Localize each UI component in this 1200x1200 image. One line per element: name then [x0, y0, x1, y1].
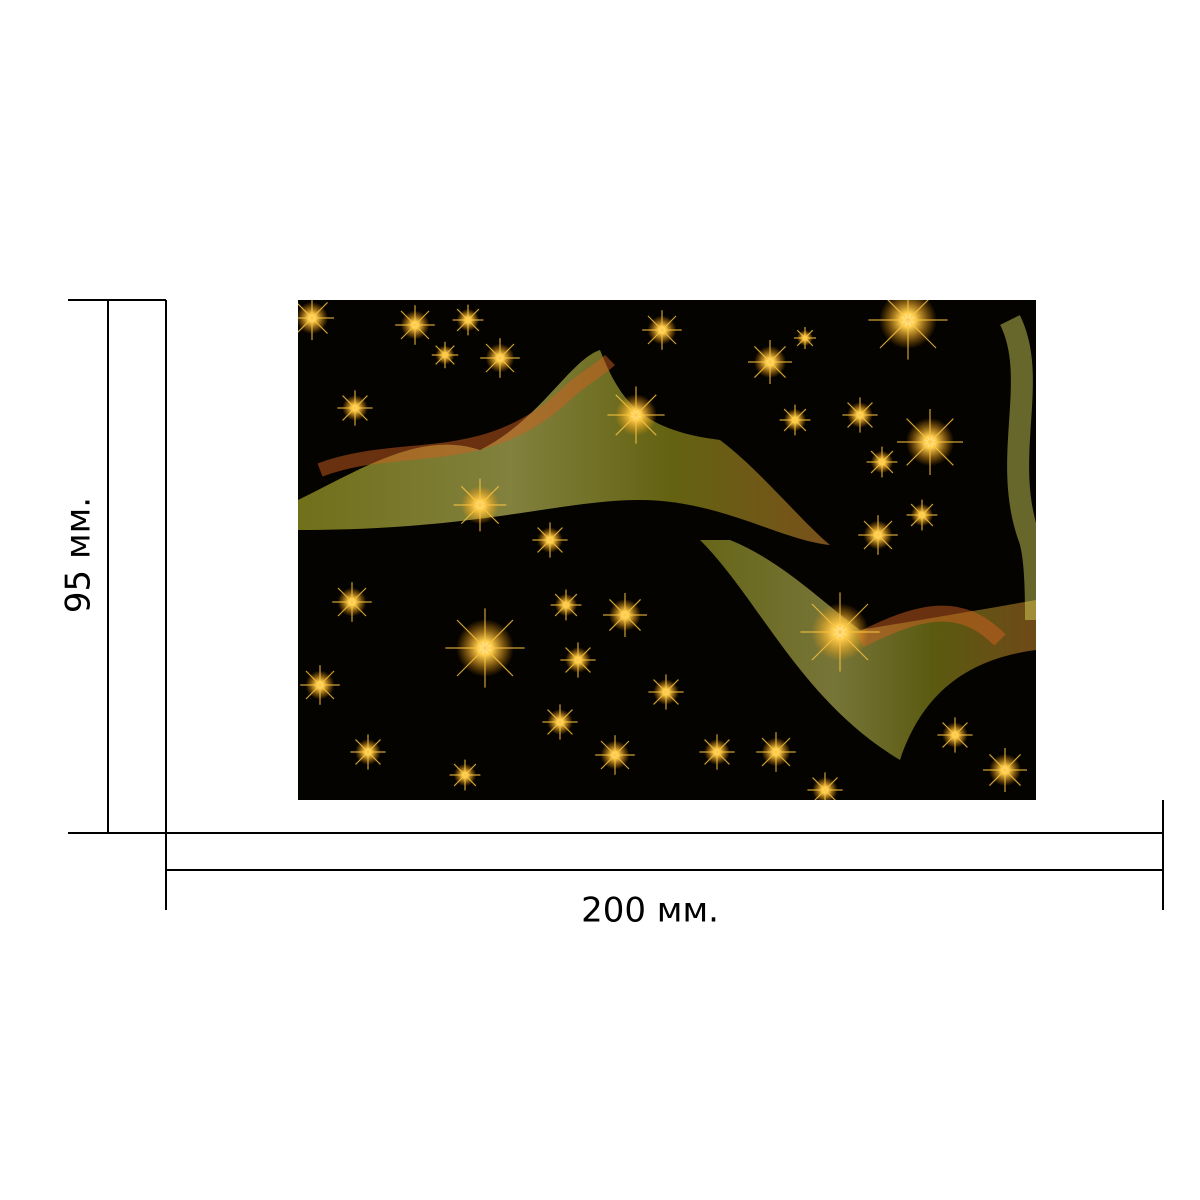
star-ray: [554, 593, 578, 617]
width-label: 200 мм.: [581, 891, 719, 931]
star: [395, 305, 435, 345]
star-ray: [305, 670, 335, 700]
star: [532, 522, 568, 558]
star: [779, 404, 811, 436]
star-ray: [647, 315, 677, 345]
star-ray: [906, 418, 954, 466]
star: [858, 515, 898, 555]
star: [603, 593, 647, 637]
star: [842, 397, 878, 433]
star: [300, 665, 340, 705]
star-ray: [942, 722, 968, 748]
star: [794, 327, 816, 349]
star: [542, 704, 578, 740]
star: [897, 409, 963, 475]
star-ray: [863, 520, 893, 550]
star: [449, 759, 481, 791]
image-background: [298, 300, 1036, 800]
star-ray: [456, 619, 514, 677]
star-ray: [460, 485, 500, 525]
star-ray: [298, 302, 328, 333]
star: [480, 338, 520, 378]
star: [937, 717, 973, 753]
star: [298, 300, 334, 340]
star-ray: [355, 739, 381, 765]
star-ray: [761, 737, 791, 767]
star: [983, 748, 1027, 792]
star: [550, 589, 582, 621]
star-ray: [811, 603, 869, 661]
light-wave: [856, 605, 1006, 648]
star: [332, 582, 372, 622]
star-ray: [653, 679, 679, 705]
star: [906, 499, 938, 531]
star-ray: [485, 343, 515, 373]
star-ray: [547, 709, 573, 735]
star-ray: [565, 647, 591, 673]
star-ray: [609, 599, 641, 631]
star: [607, 386, 665, 444]
star-ray: [783, 408, 807, 432]
height-label: 95 мм.: [59, 497, 99, 613]
star: [807, 772, 843, 800]
light-wave: [999, 315, 1036, 621]
star: [431, 341, 459, 369]
star: [595, 735, 635, 775]
star: [453, 478, 507, 532]
star-ray: [870, 450, 894, 474]
star: [756, 732, 796, 772]
height-dimension: 95 мм.: [59, 299, 167, 834]
star-ray: [435, 345, 455, 365]
star: [866, 446, 898, 478]
star-ray: [814, 777, 838, 800]
product-image: [298, 300, 1036, 800]
star: [800, 592, 880, 672]
star-ray: [337, 587, 367, 617]
star-ray: [704, 739, 730, 765]
star-ray: [847, 402, 873, 428]
star: [699, 734, 735, 770]
star-ray: [342, 395, 368, 421]
star: [445, 608, 525, 688]
star-ray: [754, 346, 786, 378]
star: [868, 300, 948, 360]
star: [748, 340, 792, 384]
star-ray: [600, 740, 630, 770]
star-ray: [615, 394, 657, 436]
light-wave: [700, 540, 1036, 760]
star-ray: [796, 329, 814, 347]
star: [560, 642, 596, 678]
star: [337, 390, 373, 426]
star: [642, 310, 682, 350]
star-ray: [989, 754, 1021, 786]
star: [350, 734, 386, 770]
star: [648, 674, 684, 710]
star-ray: [879, 300, 929, 349]
light-wave: [298, 350, 830, 545]
width-dimension: 200 мм.: [165, 800, 1164, 931]
star-ray: [456, 308, 480, 332]
light-wave: [317, 354, 615, 477]
star-ray: [453, 763, 477, 787]
stars: [298, 300, 1027, 800]
star-ray: [537, 527, 563, 553]
star-ray: [400, 310, 430, 340]
star: [452, 304, 484, 336]
star-ray: [910, 503, 934, 527]
